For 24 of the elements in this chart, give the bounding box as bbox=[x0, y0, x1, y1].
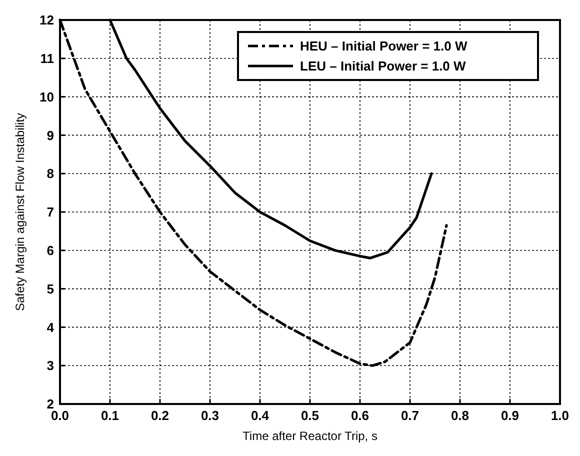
x-tick-label: 0.2 bbox=[150, 408, 170, 423]
legend-label: LEU – Initial Power = 1.0 W bbox=[300, 58, 467, 74]
x-tick-label: 0.7 bbox=[400, 408, 420, 423]
legend-label: HEU – Initial Power = 1.0 W bbox=[300, 38, 468, 54]
x-tick-label: 0.5 bbox=[300, 408, 320, 423]
x-tick-label: 0.4 bbox=[250, 408, 270, 423]
y-tick-label: 10 bbox=[40, 89, 54, 104]
y-tick-label: 9 bbox=[46, 128, 54, 143]
x-tick-label: 0.6 bbox=[350, 408, 370, 423]
x-tick-label: 0.8 bbox=[450, 408, 470, 423]
x-tick-label: 0.1 bbox=[100, 408, 120, 423]
y-tick-label: 4 bbox=[46, 320, 55, 335]
y-tick-label: 6 bbox=[46, 242, 54, 258]
y-axis-title: Safety Margin against Flow Instability bbox=[13, 112, 27, 312]
x-axis-title: Time after Reactor Trip, s bbox=[242, 429, 378, 443]
x-tick-label: 0.3 bbox=[200, 408, 220, 423]
x-tick-label: 0.9 bbox=[500, 408, 520, 423]
y-tick-label: 8 bbox=[46, 166, 54, 182]
y-tick-label: 3 bbox=[46, 358, 54, 374]
y-tick-label: 7 bbox=[46, 204, 54, 220]
y-tick-label: 12 bbox=[40, 12, 54, 28]
y-tick-label: 5 bbox=[46, 281, 54, 296]
y-tick-label: 11 bbox=[40, 50, 54, 66]
x-tick-label: 1.0 bbox=[550, 408, 570, 423]
